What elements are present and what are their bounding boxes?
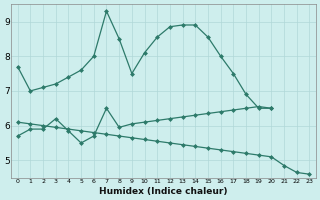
X-axis label: Humidex (Indice chaleur): Humidex (Indice chaleur) xyxy=(99,187,228,196)
